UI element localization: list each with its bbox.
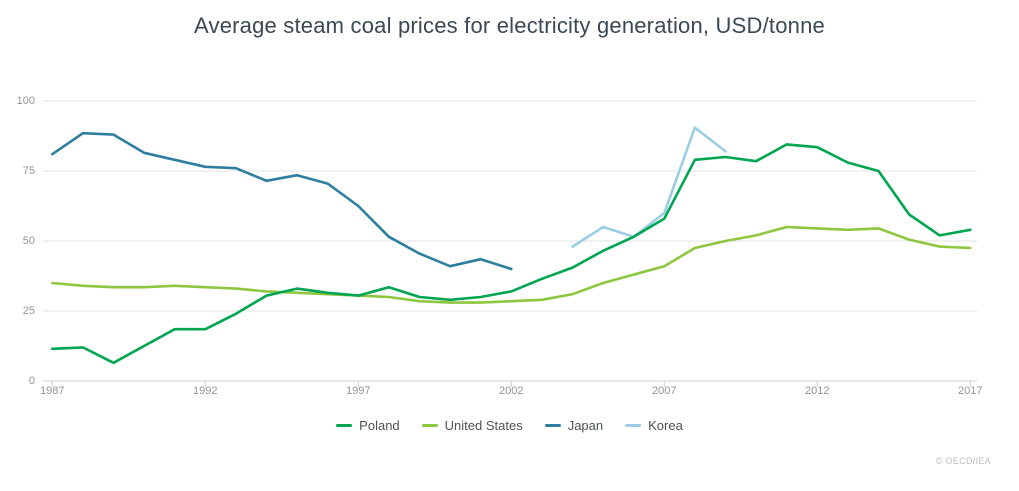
chart-canvas (43, 100, 977, 387)
y-tick-label: 50 (22, 235, 35, 247)
legend-label: Japan (567, 418, 604, 433)
series-line-poland[interactable] (50, 143, 972, 365)
x-tick-label: 1987 (40, 385, 65, 397)
legend-label: Poland (359, 418, 400, 433)
legend-swatch-united-states (421, 424, 438, 427)
y-tick-label: 100 (16, 95, 35, 107)
legend-swatch-poland (336, 424, 353, 427)
copyright-note: © OECD/IEA (935, 456, 991, 466)
y-tick-label: 0 (28, 375, 35, 387)
series-line-united-states[interactable] (50, 225, 972, 304)
legend-item-poland[interactable]: Poland (336, 418, 400, 433)
y-tick-label: 75 (22, 165, 35, 177)
x-tick-label: 2007 (652, 385, 677, 397)
x-tick-label: 2017 (958, 385, 983, 397)
legend-swatch-korea (625, 424, 642, 427)
x-tick-label: 2012 (805, 385, 830, 397)
legend-label: United States (444, 418, 523, 433)
legend-swatch-japan (544, 424, 561, 427)
legend: Poland United States Japan Korea (0, 418, 1019, 433)
legend-label: Korea (648, 418, 683, 433)
legend-item-united-states[interactable]: United States (421, 418, 523, 433)
series-line-japan[interactable] (50, 131, 513, 271)
y-tick-label: 25 (22, 305, 35, 317)
x-tick-label: 2002 (499, 385, 524, 397)
legend-item-korea[interactable]: Korea (625, 418, 683, 433)
x-tick-label: 1992 (193, 385, 218, 397)
plot-area: 0 25 50 75 100 1987 1992 1997 2002 2007 2012 2017 (16, 95, 983, 397)
legend-item-japan[interactable]: Japan (544, 418, 604, 433)
chart-title: Average steam coal prices for electricit… (194, 13, 825, 38)
series-line-korea[interactable] (571, 126, 727, 248)
x-tick-label: 1997 (346, 385, 371, 397)
